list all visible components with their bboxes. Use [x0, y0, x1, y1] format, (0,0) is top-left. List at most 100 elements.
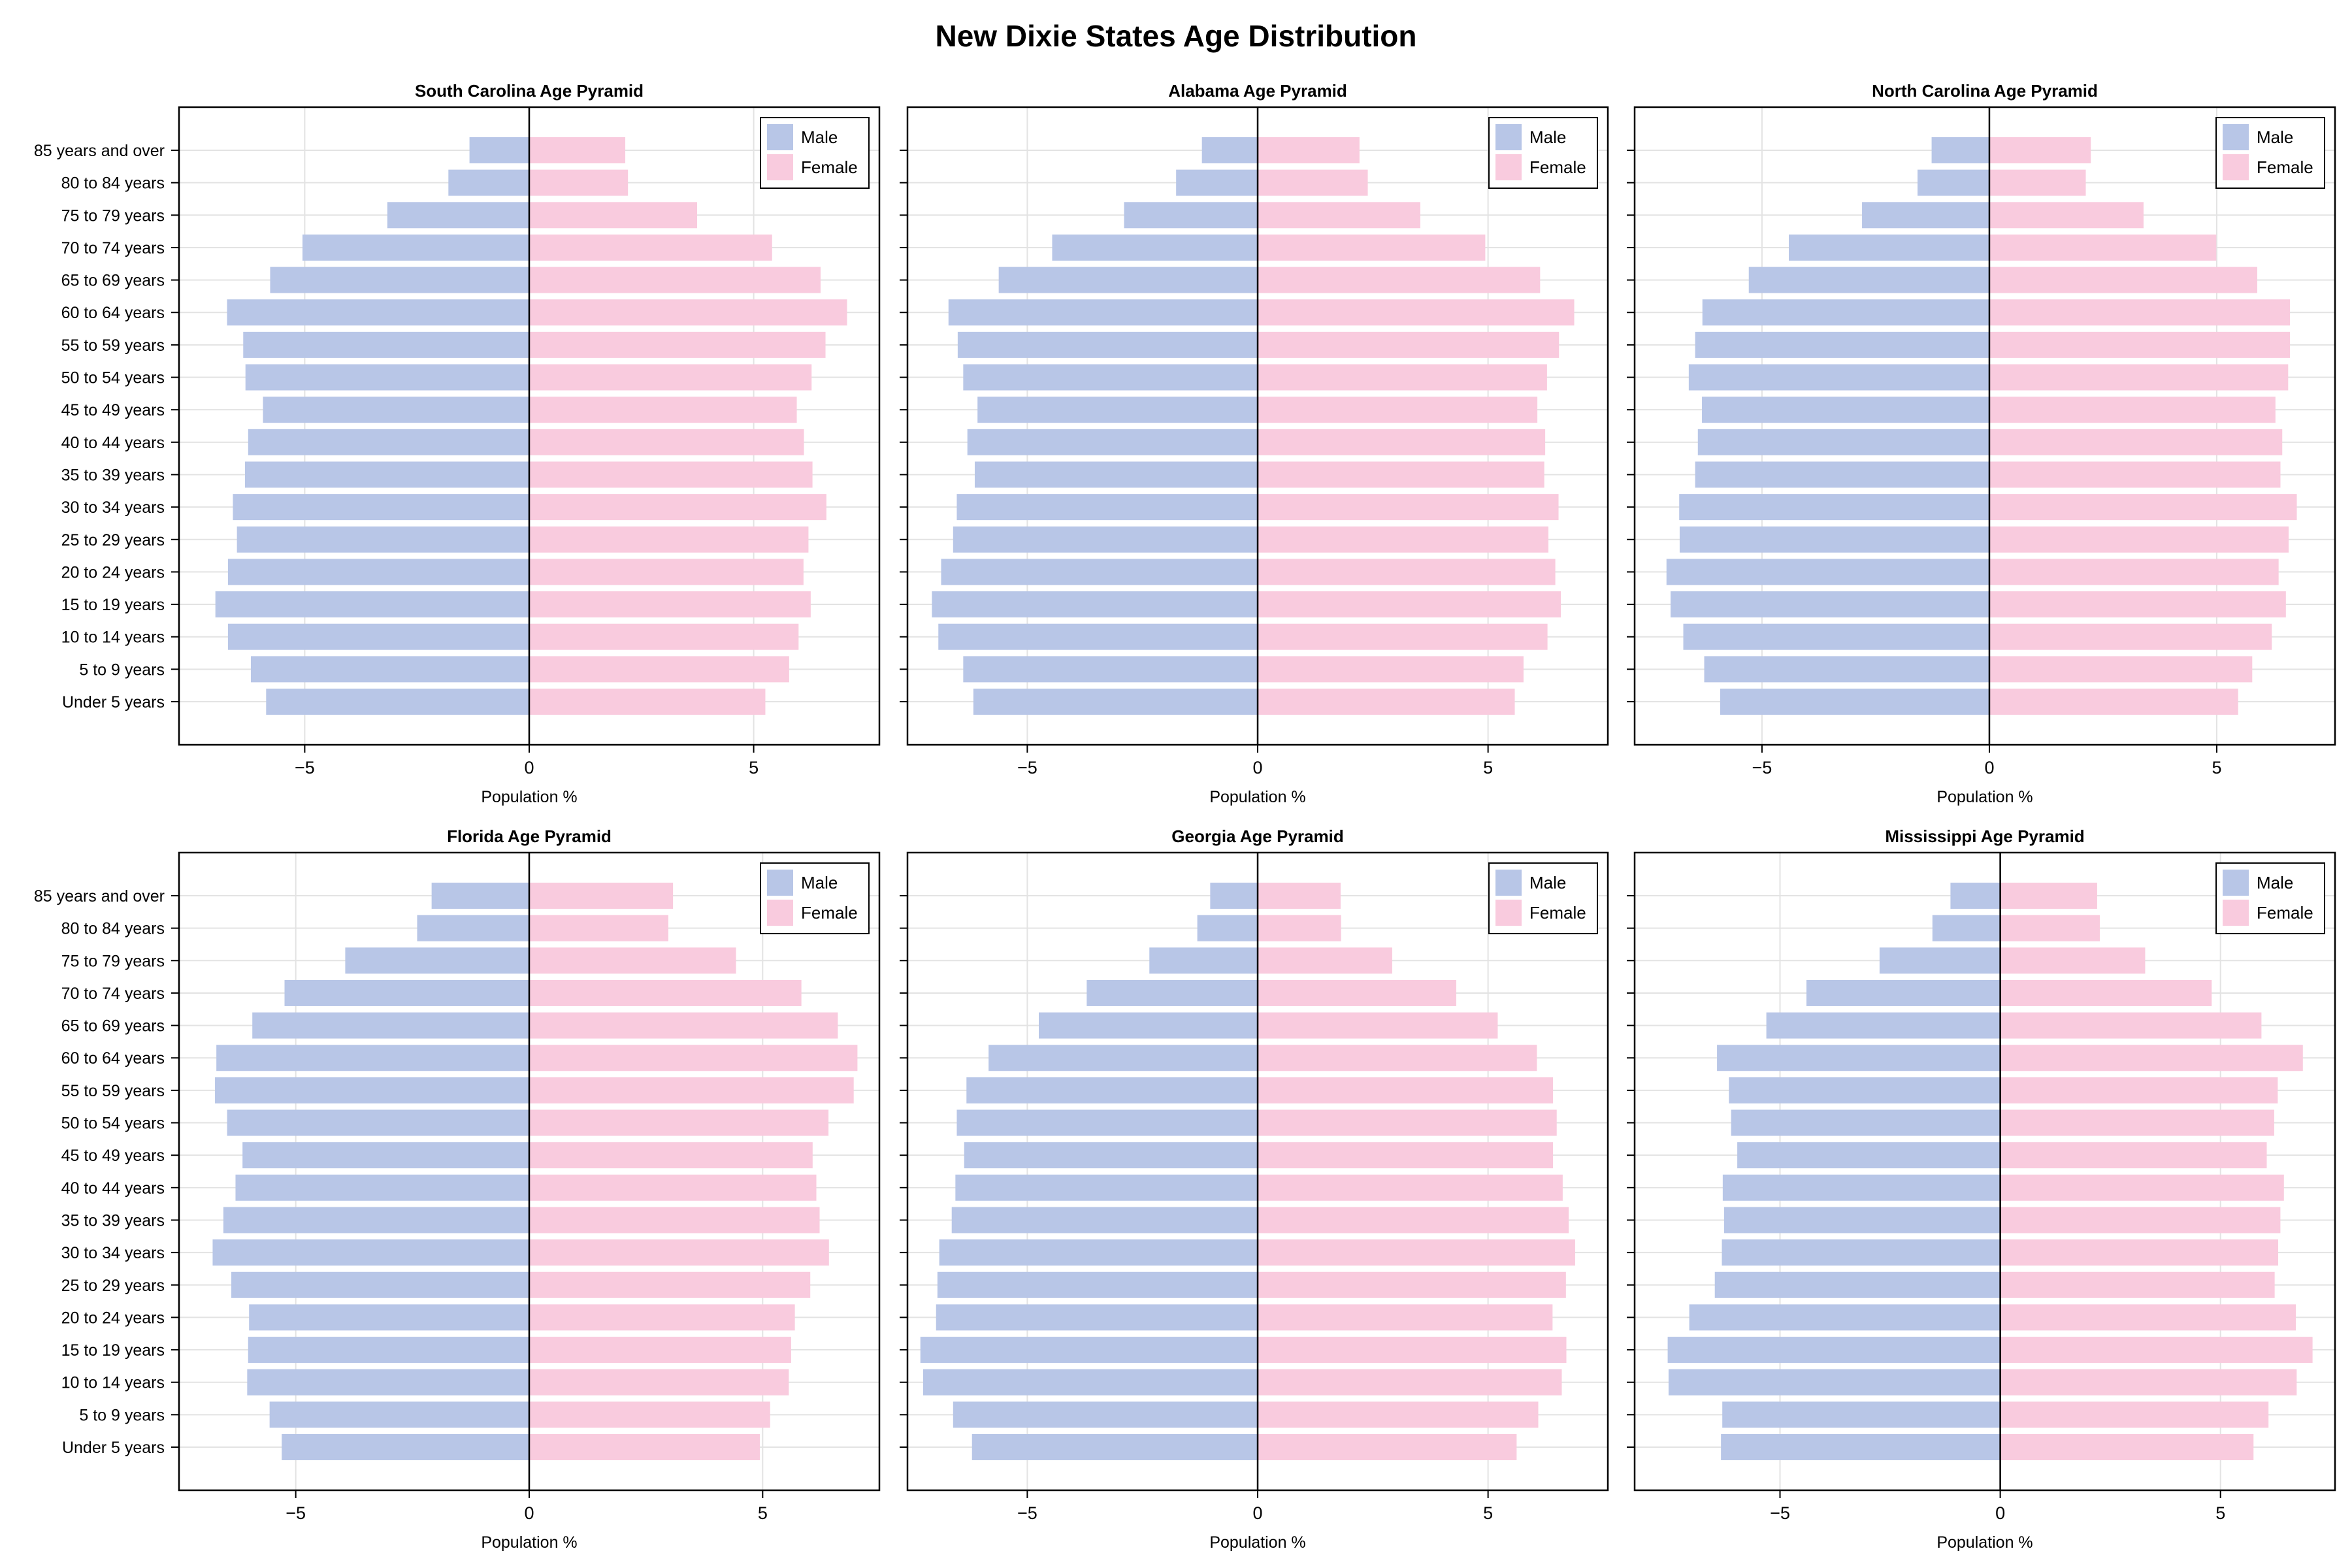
bar-male [1717, 1045, 2001, 1071]
bar-female [529, 1077, 854, 1103]
bar-female [2000, 1369, 2297, 1396]
x-tick-label: 0 [524, 758, 534, 777]
bar-female [529, 1012, 838, 1039]
bar-female [1258, 331, 1560, 358]
bar-female [529, 494, 826, 521]
bar-male [1688, 364, 1989, 391]
bar-male [1679, 494, 1989, 521]
x-tick-label: 5 [1483, 758, 1493, 777]
x-tick-label: −5 [1017, 1503, 1037, 1523]
bar-female [1989, 364, 2289, 391]
bar-male [963, 364, 1258, 391]
x-axis-label: Population % [1936, 1533, 2033, 1552]
bar-female [1258, 397, 1538, 423]
bar-female [1989, 267, 2257, 293]
y-tick-label: 55 to 59 years [61, 1082, 165, 1100]
x-axis-label: Population % [481, 788, 577, 806]
bar-female [529, 1304, 795, 1331]
x-tick-label: 0 [1995, 1503, 2005, 1523]
bar-female [1258, 1077, 1554, 1103]
bar-male [212, 1239, 529, 1266]
bar-male [387, 202, 529, 229]
bar-female [2000, 947, 2146, 974]
legend-label-male: Male [801, 127, 838, 147]
bar-male [250, 656, 529, 683]
bar-male [988, 1045, 1258, 1071]
bar-female [529, 1434, 760, 1460]
bar-female [1258, 1271, 1566, 1298]
bar-male [248, 429, 529, 455]
bar-male [932, 591, 1258, 618]
chart-panel-2: Alabama Age Pyramid −5 0 5 Population % Male F… [900, 81, 1609, 806]
y-tick-label: 15 to 19 years [61, 1341, 165, 1360]
bar-male [939, 1239, 1258, 1266]
bar-female [1989, 397, 2276, 423]
bar-male [1666, 559, 1989, 585]
bar-female [1989, 137, 2091, 163]
bar-female [1989, 656, 2253, 683]
bar-male [263, 397, 529, 423]
legend-swatch-male [1495, 870, 1522, 896]
chart-panel-1: South Carolina Age Pyramid 85 years and o… [34, 81, 881, 806]
panel-title: Georgia Age Pyramid [1171, 826, 1343, 846]
bar-male [1917, 169, 1989, 196]
bar-female [529, 364, 812, 391]
bar-male [235, 1174, 529, 1201]
bar-female [529, 1142, 813, 1169]
bar-male [1176, 169, 1258, 196]
bar-male [227, 299, 529, 326]
bar-female [529, 883, 674, 909]
bar-female [1258, 591, 1561, 618]
bar-male [245, 364, 529, 391]
bar-male [245, 461, 529, 488]
bar-female [529, 1337, 791, 1364]
bar-female [1989, 234, 2217, 261]
x-tick-label: 5 [2215, 1503, 2225, 1523]
legend: Male Female [1488, 117, 1598, 189]
bar-male [1683, 623, 1989, 650]
y-tick-label: 35 to 39 years [61, 466, 165, 484]
bar-male [417, 915, 529, 941]
bar-male [1932, 915, 2001, 941]
bar-female [1258, 1012, 1498, 1039]
x-tick-label: −5 [286, 1503, 306, 1523]
bar-female [529, 623, 799, 650]
bar-female [1258, 1401, 1539, 1428]
bar-male [1210, 883, 1258, 909]
bar-female [2000, 1109, 2274, 1136]
x-tick-label: 0 [524, 1503, 534, 1523]
y-tick-label: 40 to 44 years [61, 1179, 165, 1198]
bar-female [1258, 623, 1548, 650]
x-axis-label: Population % [1936, 788, 2033, 806]
bar-female [529, 234, 772, 261]
bar-male [948, 299, 1258, 326]
bar-male [953, 1401, 1258, 1428]
bar-female [2000, 1239, 2279, 1266]
bar-female [1258, 689, 1515, 715]
bar-female [2000, 883, 2097, 909]
legend: Male Female [2215, 117, 2325, 189]
legend-swatch-male [2223, 870, 2249, 896]
y-tick-label: 55 to 59 years [61, 336, 165, 355]
bar-male [448, 169, 529, 196]
legend: Male Female [760, 117, 870, 189]
legend-swatch-male [767, 870, 793, 896]
bar-male [1695, 331, 1989, 358]
bar-male [1879, 947, 2001, 974]
bar-female [1989, 494, 2297, 521]
y-tick-label: 75 to 79 years [61, 206, 165, 225]
bar-male [973, 689, 1258, 715]
bar-female [1258, 234, 1486, 261]
bar-female [2000, 1401, 2269, 1428]
bar-female [529, 526, 809, 553]
y-tick-label: 15 to 19 years [61, 596, 165, 614]
bar-female [1258, 169, 1368, 196]
bar-female [529, 202, 698, 229]
chart-panel-4: Florida Age Pyramid 85 years and over 80 t… [34, 826, 881, 1552]
y-tick-label: 75 to 79 years [61, 952, 165, 970]
bar-female [1258, 656, 1524, 683]
bar-male [998, 267, 1258, 293]
bar-male [469, 137, 529, 163]
bar-female [529, 656, 789, 683]
panel-title: Mississippi Age Pyramid [1885, 826, 2084, 846]
